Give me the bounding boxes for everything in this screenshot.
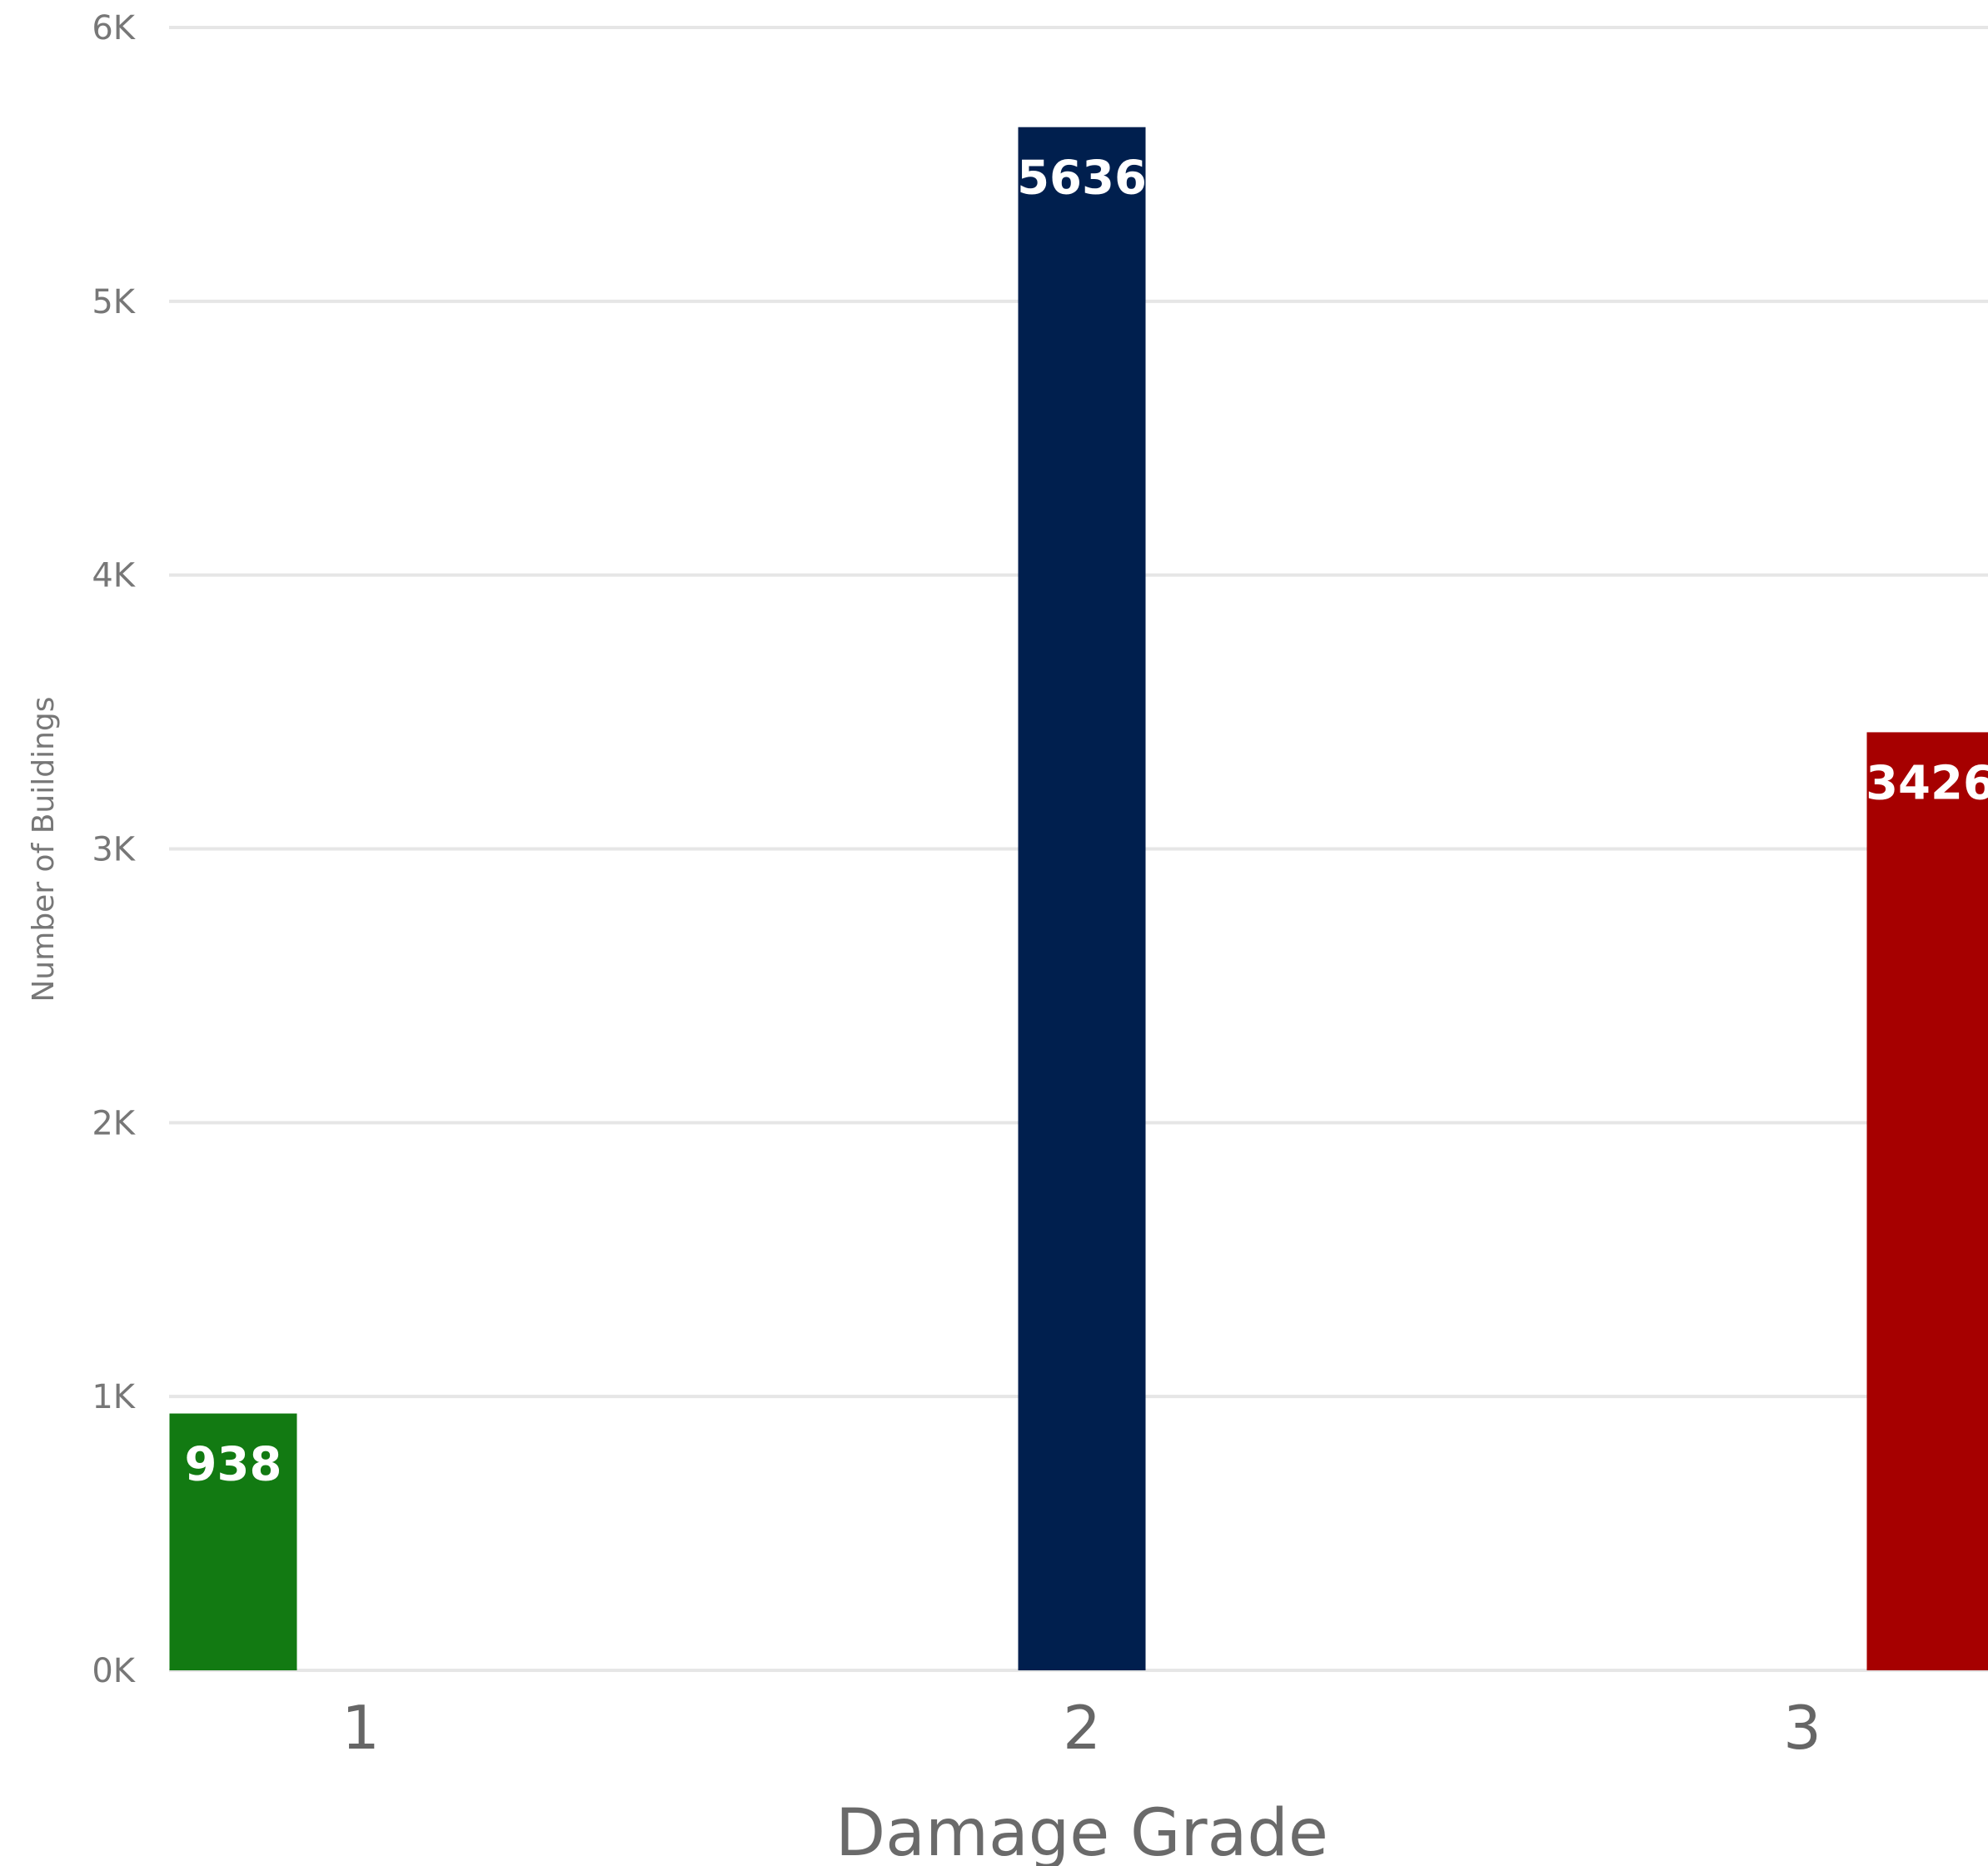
y-axis-ticks: 0K 1K 2K 3K 4K 5K 6K	[92, 9, 136, 1690]
x-tick-label: 3	[1783, 1693, 1821, 1763]
data-label: 938	[185, 1438, 282, 1492]
data-labels: 938 5636 3426	[185, 152, 1988, 1492]
x-tick-label: 2	[1063, 1693, 1101, 1763]
y-tick-label: 4K	[92, 557, 136, 595]
bars	[169, 127, 1988, 1671]
y-tick-label: 5K	[92, 283, 136, 321]
data-label: 5636	[1017, 152, 1147, 206]
bar-grade-3[interactable]	[1866, 732, 1988, 1670]
x-axis-title: Damage Grade	[835, 1796, 1328, 1866]
y-tick-label: 0K	[92, 1652, 136, 1690]
x-axis-ticks: 1 2 3	[341, 1693, 1821, 1763]
y-axis-title: Number of Buildings	[27, 697, 61, 1003]
x-tick-label: 1	[341, 1693, 380, 1763]
y-tick-label: 3K	[92, 831, 136, 869]
y-tick-label: 6K	[92, 9, 136, 47]
data-label: 3426	[1866, 756, 1988, 810]
y-tick-label: 2K	[92, 1104, 136, 1142]
bar-grade-1[interactable]	[169, 1413, 297, 1670]
y-tick-label: 1K	[92, 1378, 136, 1416]
bar-grade-2[interactable]	[1018, 127, 1146, 1671]
